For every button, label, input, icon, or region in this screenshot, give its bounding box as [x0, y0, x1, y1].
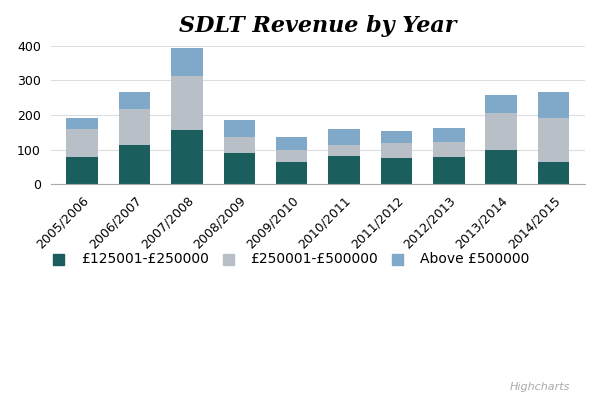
Bar	[171, 130, 203, 184]
Bar	[119, 144, 150, 184]
Bar	[67, 118, 98, 129]
Bar	[538, 162, 569, 184]
Bar	[485, 95, 517, 113]
Bar	[171, 48, 203, 76]
Bar	[119, 92, 150, 109]
Bar	[328, 156, 360, 184]
Bar	[276, 162, 307, 184]
Bar	[381, 131, 412, 144]
Bar	[276, 150, 307, 162]
Bar	[381, 144, 412, 158]
Bar	[328, 129, 360, 145]
Bar	[381, 158, 412, 184]
Bar	[485, 113, 517, 150]
Text: Highcharts: Highcharts	[509, 382, 570, 392]
Bar	[67, 157, 98, 184]
Bar	[433, 128, 464, 142]
Bar	[224, 137, 255, 153]
Bar	[538, 118, 569, 162]
Legend: £125001-£250000, £250001-£500000, Above £500000: £125001-£250000, £250001-£500000, Above …	[46, 244, 536, 272]
Bar	[171, 76, 203, 130]
Bar	[538, 92, 569, 118]
Bar	[433, 142, 464, 157]
Bar	[67, 129, 98, 157]
Bar	[328, 145, 360, 156]
Bar	[276, 137, 307, 150]
Bar	[433, 157, 464, 184]
Bar	[119, 109, 150, 144]
Title: SDLT Revenue by Year: SDLT Revenue by Year	[179, 15, 457, 37]
Bar	[485, 150, 517, 184]
Bar	[224, 120, 255, 137]
Bar	[224, 153, 255, 184]
